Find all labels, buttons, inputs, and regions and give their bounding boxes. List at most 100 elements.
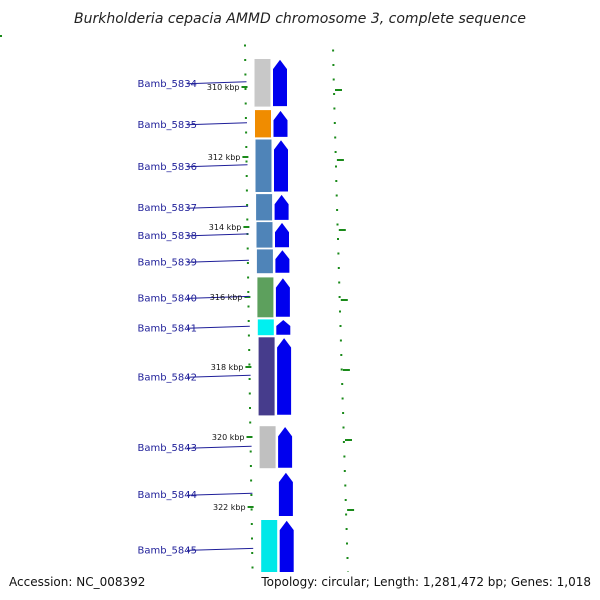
cds-arrow <box>272 58 288 108</box>
minor-tick-inner <box>247 320 250 322</box>
tick-label: 322 kbp <box>213 503 246 512</box>
cds-arrow <box>272 109 289 138</box>
minor-tick-outer <box>339 325 342 327</box>
major-tick-outer <box>340 299 348 301</box>
minor-tick-inner <box>250 523 253 525</box>
minor-tick-outer <box>338 296 341 298</box>
minor-tick-inner <box>246 262 249 264</box>
gene-label: Bamb_5835 <box>137 120 197 131</box>
label-leader-line <box>186 164 248 168</box>
major-tick-outer <box>338 229 346 231</box>
minor-tick-outer <box>339 310 341 313</box>
minor-tick-inner <box>244 73 247 76</box>
gene-label: Bamb_5842 <box>137 372 197 383</box>
major-tick-inner <box>241 86 248 88</box>
minor-tick-inner <box>251 537 253 540</box>
minor-tick-inner <box>246 247 249 250</box>
minor-tick-inner <box>244 117 247 119</box>
major-tick-inner <box>242 156 249 158</box>
minor-tick-outer <box>340 368 343 371</box>
minor-tick-outer <box>344 484 347 487</box>
label-leader-line <box>186 81 247 85</box>
minor-tick-outer <box>336 209 339 211</box>
tick-label: 318 kbp <box>211 363 244 372</box>
gene-label: Bamb_5845 <box>137 545 197 556</box>
minor-tick-outer <box>335 165 337 168</box>
major-tick-outer <box>342 369 350 371</box>
major-tick-inner <box>245 366 252 368</box>
tick-label: 312 kbp <box>208 153 241 162</box>
accession-text: Accession: NC_008392 <box>9 575 145 589</box>
minor-tick-inner <box>249 450 252 453</box>
gene-label: Bamb_5836 <box>137 162 197 173</box>
minor-tick-inner <box>249 465 252 467</box>
minor-tick-outer <box>345 513 348 516</box>
gene-label: Bamb_5839 <box>137 257 197 268</box>
cds-arrow <box>276 336 293 416</box>
major-tick-outer <box>347 509 355 511</box>
minor-tick-outer <box>333 93 336 95</box>
minor-tick-inner <box>245 189 248 192</box>
gene-label: Bamb_5841 <box>137 323 197 334</box>
major-tick-inner <box>246 436 253 438</box>
minor-tick-inner <box>247 276 250 279</box>
minor-tick-inner <box>245 175 248 177</box>
major-tick-inner <box>244 296 251 298</box>
label-leader-line <box>186 547 254 551</box>
label-leader-line <box>186 205 249 209</box>
minor-tick-outer <box>337 238 339 240</box>
cog-block <box>255 110 271 138</box>
minor-tick-inner <box>249 407 251 409</box>
minor-tick-outer <box>336 223 339 226</box>
minor-tick-outer <box>333 122 336 124</box>
minor-tick-inner <box>247 305 250 308</box>
minor-tick-outer <box>341 383 344 385</box>
cds-arrow <box>277 425 294 469</box>
minor-tick-outer <box>332 49 335 52</box>
gene-features <box>254 58 295 580</box>
minor-tick-outer <box>333 107 336 110</box>
minor-tick-inner <box>248 392 251 395</box>
cog-block <box>254 59 271 107</box>
minor-tick-outer <box>344 499 347 501</box>
minor-tick-inner <box>245 146 248 148</box>
minor-tick-outer <box>334 151 337 153</box>
summary-text: Topology: circular; Length: 1,281,472 bp… <box>260 575 591 589</box>
minor-tick-inner <box>244 102 247 105</box>
label-leader-line <box>186 445 252 449</box>
minor-tick-outer <box>346 557 349 559</box>
footer-band <box>0 572 600 600</box>
cog-block <box>259 426 276 469</box>
major-tick-inner <box>247 506 254 508</box>
label-leader-line <box>186 233 249 237</box>
gene-label: Bamb_5834 <box>137 79 197 90</box>
minor-tick-inner <box>244 44 246 47</box>
major-tick-outer <box>345 439 352 441</box>
minor-tick-outer <box>343 470 346 472</box>
minor-tick-outer <box>342 412 345 414</box>
label-leader-line <box>186 122 248 126</box>
minor-tick-outer <box>338 281 341 284</box>
minor-tick-outer <box>334 136 337 139</box>
minor-tick-inner <box>251 552 254 554</box>
cog-block <box>256 194 273 221</box>
tick-label: 310 kbp <box>207 83 240 92</box>
label-leader-line <box>186 374 251 378</box>
title-band <box>0 0 600 34</box>
minor-tick-outer <box>339 339 342 342</box>
cog-block <box>257 277 274 318</box>
minor-tick-outer <box>337 252 340 255</box>
gene-label: Bamb_5844 <box>137 490 197 501</box>
minor-tick-inner <box>246 218 249 221</box>
cog-block <box>258 337 275 416</box>
gene-labels: Bamb_5834 Bamb_5835 Bamb_5836 Bamb_5837 Bamb… <box>137 79 254 556</box>
tick-marks <box>0 30 357 598</box>
major-tick-inner <box>243 226 250 228</box>
minor-tick-inner <box>248 378 251 380</box>
tick-label: 316 kbp <box>210 293 243 302</box>
minor-tick-inner <box>247 291 250 293</box>
cds-arrow <box>274 221 290 249</box>
cog-block <box>261 520 278 579</box>
cds-arrow <box>278 519 295 580</box>
gene-label: Bamb_5843 <box>137 443 197 454</box>
